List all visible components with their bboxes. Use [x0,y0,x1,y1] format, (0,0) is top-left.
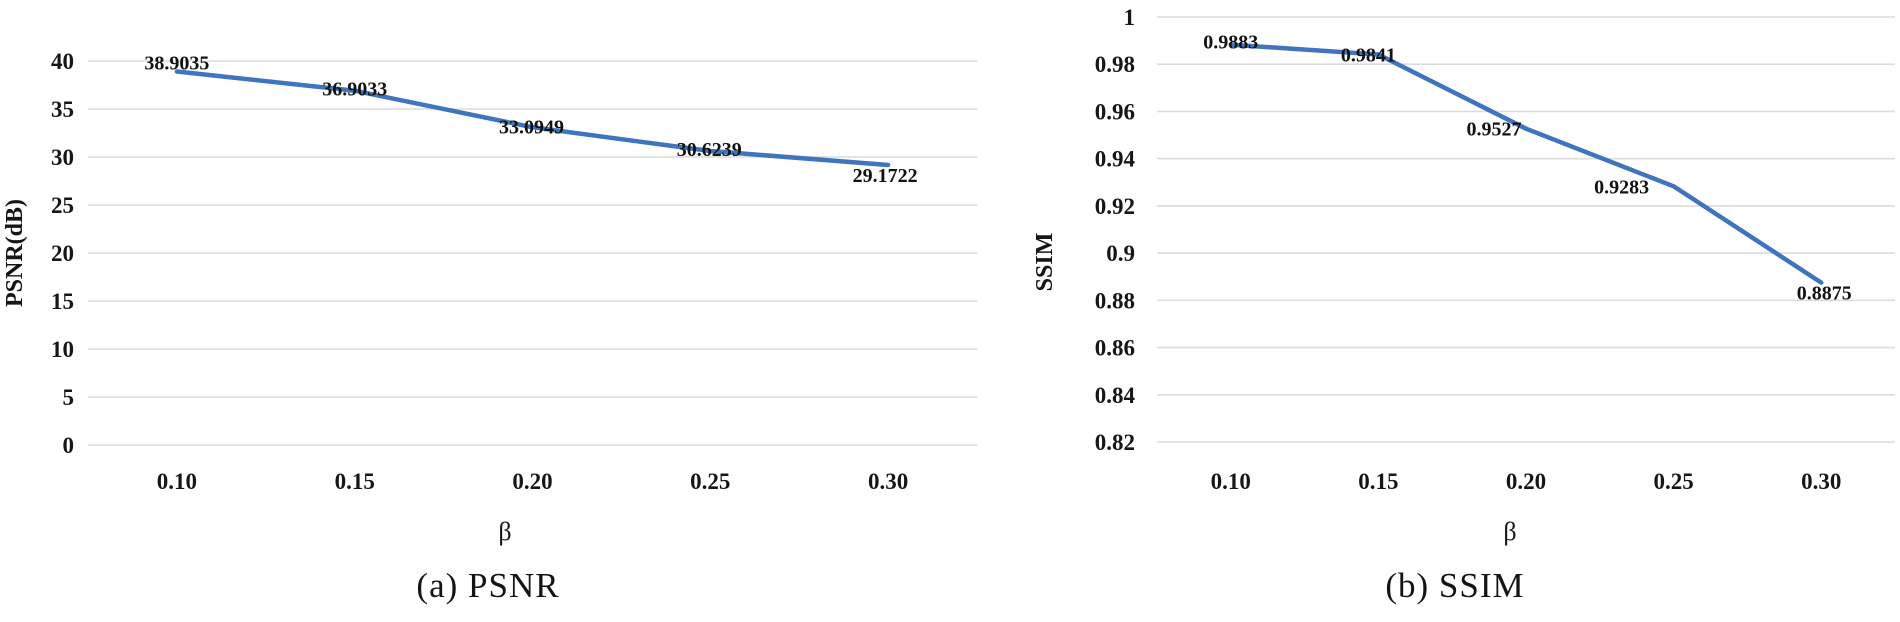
series-line [174,69,891,168]
y-tick-label: 1 [1124,5,1136,30]
data-label: 33.0949 [499,116,564,138]
data-label: 30.6239 [677,139,742,161]
y-tick-label: 0.98 [1095,52,1135,77]
series-line [1228,42,1824,285]
x-tick-label: 0.10 [157,469,197,494]
y-tick-label: 0.86 [1095,336,1135,361]
x-tick-label: 0.25 [1653,469,1693,494]
y-tick-label: 0.84 [1095,383,1136,408]
data-label: 0.9527 [1467,119,1522,141]
y-tick-label: 0 [63,433,75,458]
y-axis-title: PSNR(dB) [2,199,28,307]
y-tick-label: 0.92 [1095,194,1135,219]
x-tick-label: 0.20 [1506,469,1546,494]
data-label: 0.9283 [1594,176,1649,198]
x-tick-label: 0.15 [335,469,375,494]
y-tick-label: 30 [51,145,74,170]
x-tick-label: 0.15 [1358,469,1398,494]
y-tick-label: 10 [51,337,74,362]
psnr-chart: 40 35 30 25 20 15 10 5 0 0.10 0.15 0.20 0.25 0.30 38.9… [2,49,977,605]
y-tick-label: 0.82 [1095,430,1135,455]
data-label: 0.9841 [1341,45,1396,67]
y-tick-label: 40 [51,49,74,74]
x-tick-label: 0.30 [868,469,908,494]
data-label: 38.9035 [144,53,209,75]
x-axis-title: β [1503,517,1516,546]
x-tick-label: 0.10 [1211,469,1251,494]
y-tick-label: 5 [63,385,75,410]
caption-ssim: (b) SSIM [1385,566,1525,605]
psnr-plot: 40 35 30 25 20 15 10 5 0 0.10 0.15 0.20 0.25 0.30 38.9… [2,49,977,546]
caption-psnr: (a) PSNR [416,566,560,605]
y-tick-label: 35 [51,97,74,122]
y-tick-label: 0.96 [1095,99,1135,124]
y-tick-label: 0.9 [1106,241,1135,266]
y-axis-title: SSIM [1032,233,1058,292]
y-tick-label: 15 [51,289,74,314]
y-tick-label: 0.88 [1095,288,1135,313]
data-label: 29.1722 [853,165,918,187]
x-tick-label: 0.20 [512,469,552,494]
x-tick-label: 0.30 [1801,469,1841,494]
y-tick-label: 25 [51,193,74,218]
ssim-plot: 1 0.98 0.96 0.94 0.92 0.9 0.88 0.86 0.84 0.82 0.10… [1032,5,1895,546]
x-tick-label: 0.25 [690,469,730,494]
y-tick-label: 0.94 [1095,147,1136,172]
data-label: 36.9033 [322,79,387,101]
data-label: 0.9883 [1203,32,1258,54]
ssim-chart: 1 0.98 0.96 0.94 0.92 0.9 0.88 0.86 0.84 0.82 0.10… [930,0,1900,622]
x-axis-title: β [498,517,511,546]
data-label: 0.8875 [1797,283,1852,305]
y-tick-label: 20 [51,241,74,266]
